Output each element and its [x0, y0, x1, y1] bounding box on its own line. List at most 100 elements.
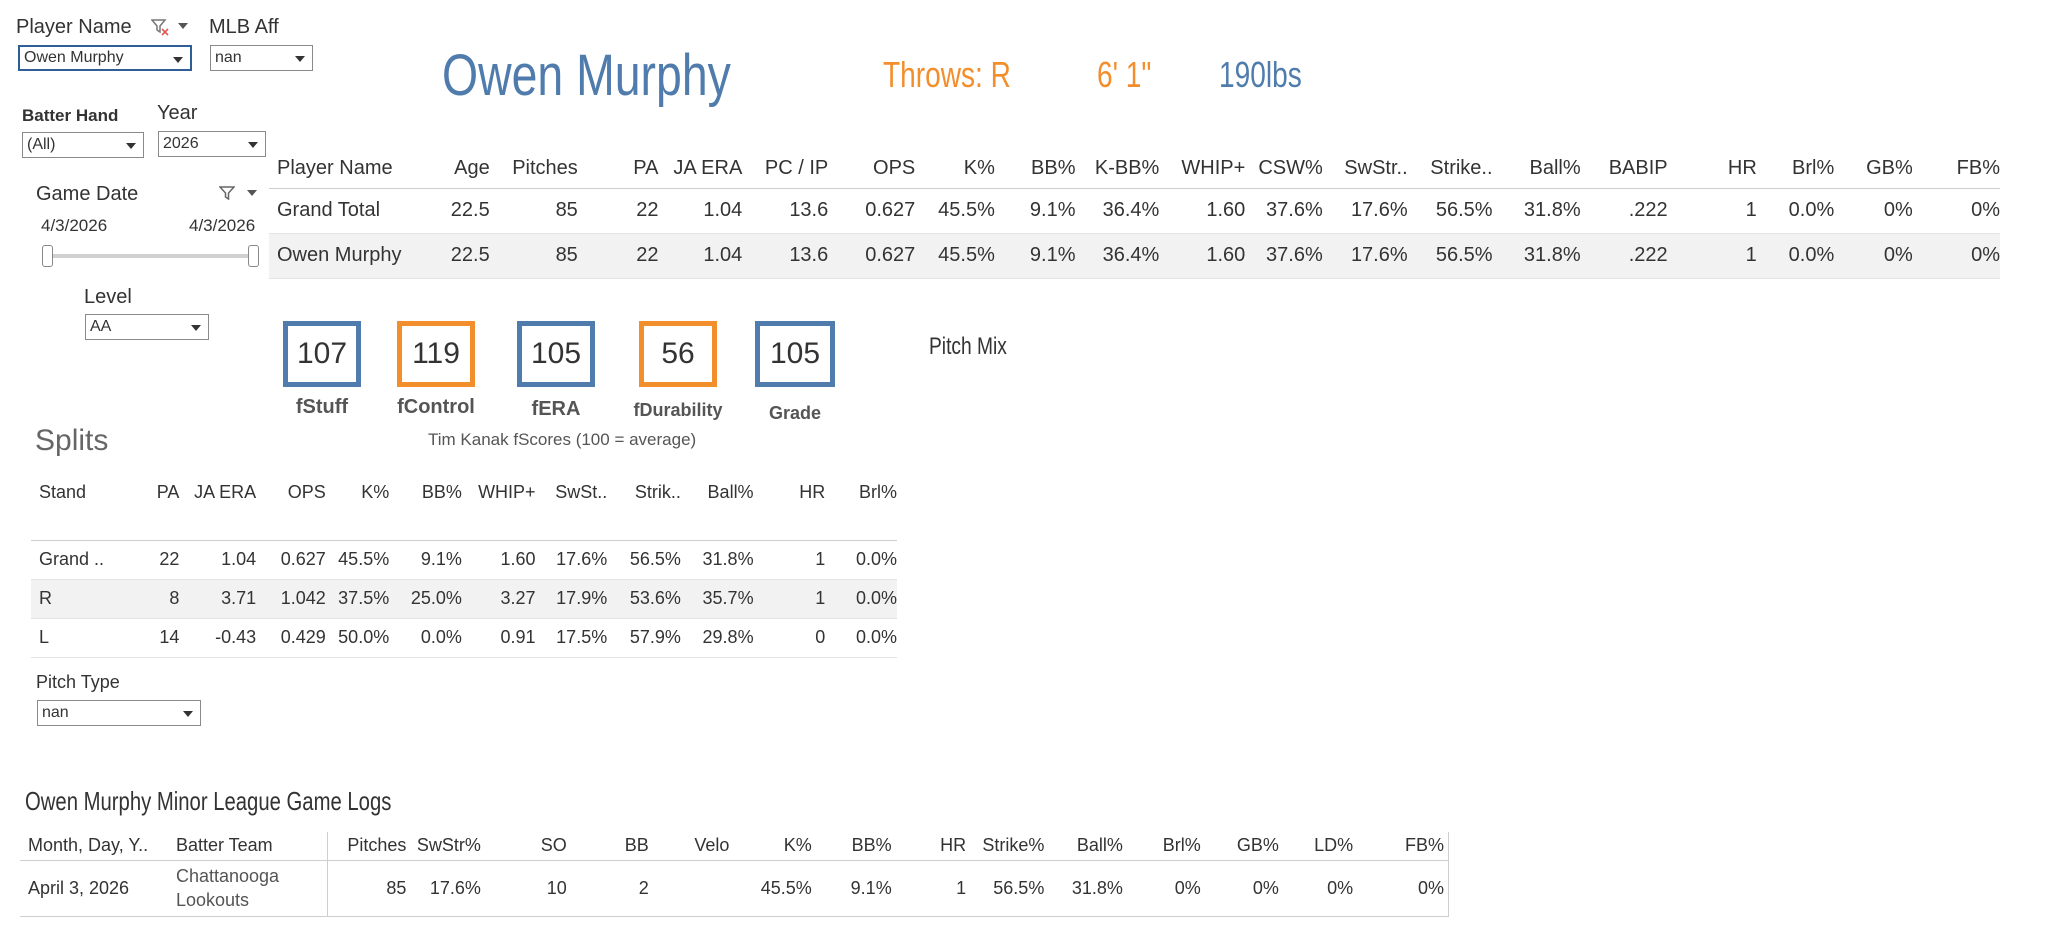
table-cell: 1.60: [1206, 244, 1246, 266]
splits-col-header[interactable]: BB%: [421, 482, 462, 502]
year-select[interactable]: 2026: [158, 131, 266, 157]
splits-col-header[interactable]: PA: [156, 482, 180, 502]
date-slider-start-handle[interactable]: [42, 245, 53, 267]
splits-col-header[interactable]: OPS: [287, 482, 326, 502]
summary-col-header[interactable]: GB%: [1866, 157, 1913, 180]
level-select[interactable]: AA: [85, 314, 209, 340]
year-value: 2026: [163, 135, 199, 152]
summary-col-header[interactable]: HR: [1727, 157, 1757, 180]
table-cell: 0%: [1252, 877, 1279, 898]
player-name-menu-icon[interactable]: [178, 23, 188, 29]
splits-col-header[interactable]: HR: [799, 482, 826, 502]
pitch-type-select[interactable]: nan: [37, 700, 201, 726]
table-cell: 0%: [1971, 244, 2000, 266]
table-cell: 56.5%: [1435, 244, 1493, 266]
summary-col-header[interactable]: CSW%: [1258, 157, 1323, 180]
fdurability-score-box: 56: [639, 321, 717, 387]
fera-score-box: 105: [517, 321, 595, 387]
summary-col-header[interactable]: Player Name: [277, 157, 393, 180]
table-cell: 31.8%: [1523, 199, 1581, 221]
game-logs-col-header[interactable]: K%: [783, 835, 812, 856]
batter-hand-filter-label: Batter Hand: [22, 106, 119, 125]
table-cell: 56.5%: [1435, 199, 1493, 221]
game-logs-col-header[interactable]: Pitches: [326, 832, 407, 860]
summary-col-header[interactable]: SwStr..: [1344, 157, 1408, 180]
splits-col-header[interactable]: Brl%: [858, 482, 897, 502]
summary-col-header[interactable]: Strike..: [1430, 157, 1493, 180]
summary-col-header[interactable]: Age: [454, 157, 490, 180]
table-cell: 17.6%: [429, 877, 481, 898]
table-cell: 1: [815, 549, 826, 569]
table-row[interactable]: Grand Total 22.5 85 22 1.04 13.6 0.627 4…: [269, 188, 2000, 233]
table-cell: 85: [555, 244, 578, 266]
summary-col-header[interactable]: BABIP: [1608, 157, 1668, 180]
game-logs-col-header[interactable]: HR: [940, 835, 967, 856]
game-logs-col-header[interactable]: Velo: [694, 835, 730, 856]
summary-col-header[interactable]: OPS: [873, 157, 916, 180]
game-logs-col-header[interactable]: Strike%: [982, 835, 1045, 856]
table-cell: 22: [636, 199, 659, 221]
table-cell: 0%: [1174, 877, 1201, 898]
date-slider-track[interactable]: [46, 254, 256, 258]
table-cell: 22: [636, 244, 659, 266]
splits-col-header[interactable]: SwSt..: [555, 482, 608, 502]
table-cell: 0.627: [865, 244, 916, 266]
game-logs-col-header[interactable]: LD%: [1314, 835, 1354, 856]
summary-col-header[interactable]: K%: [963, 157, 995, 180]
summary-col-header[interactable]: Brl%: [1792, 157, 1835, 180]
mlb-aff-filter-label: MLB Aff: [209, 16, 279, 38]
fcontrol-score-box: 119: [397, 321, 475, 387]
player-title: Owen Murphy: [442, 43, 731, 108]
filter-icon[interactable]: [218, 186, 236, 201]
game-logs-col-header[interactable]: Month, Day, Y..: [28, 835, 149, 856]
batter-hand-select[interactable]: (All): [22, 132, 144, 158]
summary-col-header[interactable]: Ball%: [1529, 157, 1581, 180]
summary-col-header[interactable]: FB%: [1956, 157, 2000, 180]
summary-col-header[interactable]: K-BB%: [1094, 157, 1160, 180]
table-cell: 1.04: [703, 244, 743, 266]
table-cell: 0%: [1883, 199, 1913, 221]
splits-col-header[interactable]: Strik..: [634, 482, 681, 502]
table-cell: 53.6%: [629, 588, 681, 608]
table-cell: 22.5: [450, 199, 490, 221]
table-cell: 0%: [1327, 877, 1354, 898]
summary-col-header[interactable]: BB%: [1031, 157, 1076, 180]
game-logs-col-header[interactable]: BB%: [851, 835, 892, 856]
table-row[interactable]: L 14 -0.43 0.429 50.0% 0.0% 0.91 17.5% 5…: [31, 618, 897, 657]
player-name-select[interactable]: Owen Murphy: [18, 45, 192, 71]
summary-header-row: Player Name Age Pitches PA JA ERA PC / I…: [269, 150, 2000, 188]
mlb-aff-select[interactable]: nan: [210, 45, 313, 71]
table-row[interactable]: April 3, 2026 Chattanooga Lookouts 85 17…: [20, 860, 1450, 916]
table-cell: Grand ..: [39, 549, 105, 569]
summary-col-header[interactable]: PA: [633, 157, 659, 180]
game-logs-col-header[interactable]: FB%: [1353, 832, 1450, 860]
date-slider-end-handle[interactable]: [248, 245, 259, 267]
game-logs-col-header[interactable]: Brl%: [1162, 835, 1201, 856]
summary-col-header[interactable]: Pitches: [512, 157, 578, 180]
splits-col-header[interactable]: JA ERA: [194, 482, 257, 502]
table-row[interactable]: Owen Murphy 22.5 85 22 1.04 13.6 0.627 4…: [269, 233, 2000, 278]
splits-col-header[interactable]: Stand: [39, 482, 87, 502]
game-logs-col-header[interactable]: Batter Team: [175, 835, 273, 856]
splits-col-header[interactable]: K%: [361, 482, 390, 502]
table-cell: Chattanooga Lookouts: [175, 866, 280, 910]
game-logs-col-header[interactable]: SwStr%: [416, 835, 481, 856]
chevron-down-icon: [248, 142, 258, 148]
game-logs-col-header[interactable]: SO: [540, 835, 567, 856]
weight-stat: 190lbs: [1219, 54, 1302, 95]
summary-col-header[interactable]: WHIP+: [1181, 157, 1246, 180]
game-logs-col-header[interactable]: GB%: [1236, 835, 1279, 856]
table-row[interactable]: Grand .. 22 1.04 0.627 45.5% 9.1% 1.60 1…: [31, 540, 897, 579]
game-logs-col-header[interactable]: Ball%: [1076, 835, 1123, 856]
splits-header-row: Stand PA JA ERA OPS K% BB% WHIP+ SwSt.. …: [31, 482, 897, 540]
table-cell: 36.4%: [1102, 199, 1160, 221]
splits-col-header[interactable]: WHIP+: [478, 482, 536, 502]
game-date-menu-icon[interactable]: [247, 190, 257, 196]
table-row[interactable]: R 8 3.71 1.042 37.5% 25.0% 3.27 17.9% 53…: [31, 579, 897, 618]
summary-col-header[interactable]: PC / IP: [764, 157, 829, 180]
splits-col-header[interactable]: Ball%: [707, 482, 754, 502]
game-logs-col-header[interactable]: BB: [624, 835, 649, 856]
clear-filter-icon[interactable]: [150, 18, 169, 36]
summary-col-header[interactable]: JA ERA: [673, 157, 743, 180]
table-cell: .222: [1628, 199, 1668, 221]
